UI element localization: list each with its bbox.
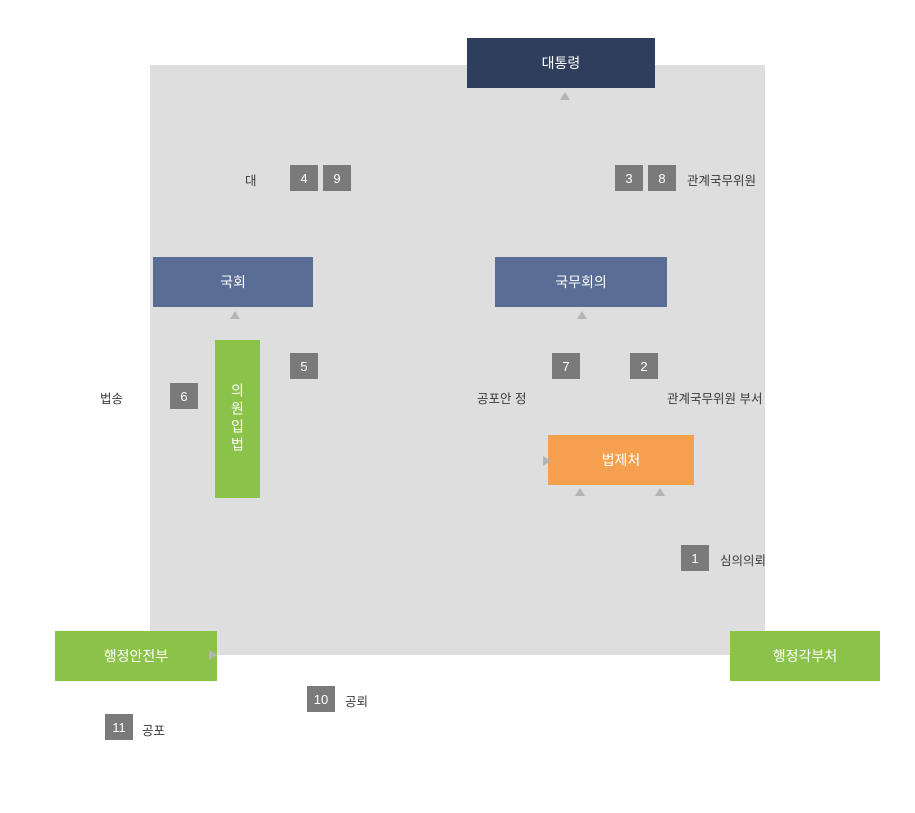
arrow-right-icon bbox=[543, 456, 551, 466]
label-3-text: 관계국무위원 bbox=[687, 170, 756, 189]
arrow-up-icon bbox=[577, 311, 587, 319]
box-cabinet: 국무회의 bbox=[495, 257, 667, 307]
box-legislation-office: 법제처 bbox=[548, 435, 694, 485]
label-6-text: 법송 bbox=[100, 388, 123, 407]
box-president: 대통령 bbox=[467, 38, 655, 88]
step-badge-7: 7 bbox=[552, 353, 580, 379]
label-1-text: 심의의뢰 bbox=[720, 550, 766, 569]
arrow-right-icon bbox=[209, 650, 217, 660]
step-badge-5: 5 bbox=[290, 353, 318, 379]
step-badge-2: 2 bbox=[630, 353, 658, 379]
arrow-up-icon bbox=[575, 488, 585, 496]
arrow-up-icon bbox=[655, 488, 665, 496]
label-11-text: 공포 bbox=[142, 720, 165, 739]
arrow-up-icon bbox=[560, 92, 570, 100]
step-badge-8: 8 bbox=[648, 165, 676, 191]
step-badge-9: 9 bbox=[323, 165, 351, 191]
label-2-text: 관계국무위원 부서 bbox=[667, 388, 762, 407]
box-member-legislation: 의원입법 bbox=[215, 340, 260, 498]
box-ministries: 행정각부처 bbox=[730, 631, 880, 681]
label-4-text: 대 bbox=[245, 170, 257, 189]
arrow-up-icon bbox=[230, 311, 240, 319]
label-7-text: 공포안 정 bbox=[477, 388, 526, 407]
label-10-text: 공뢰 bbox=[345, 691, 368, 710]
box-assembly: 국회 bbox=[153, 257, 313, 307]
step-badge-1: 1 bbox=[681, 545, 709, 571]
step-badge-4: 4 bbox=[290, 165, 318, 191]
box-mois: 행정안전부 bbox=[55, 631, 217, 681]
step-badge-11: 11 bbox=[105, 714, 133, 740]
step-badge-10: 10 bbox=[307, 686, 335, 712]
step-badge-6: 6 bbox=[170, 383, 198, 409]
step-badge-3: 3 bbox=[615, 165, 643, 191]
